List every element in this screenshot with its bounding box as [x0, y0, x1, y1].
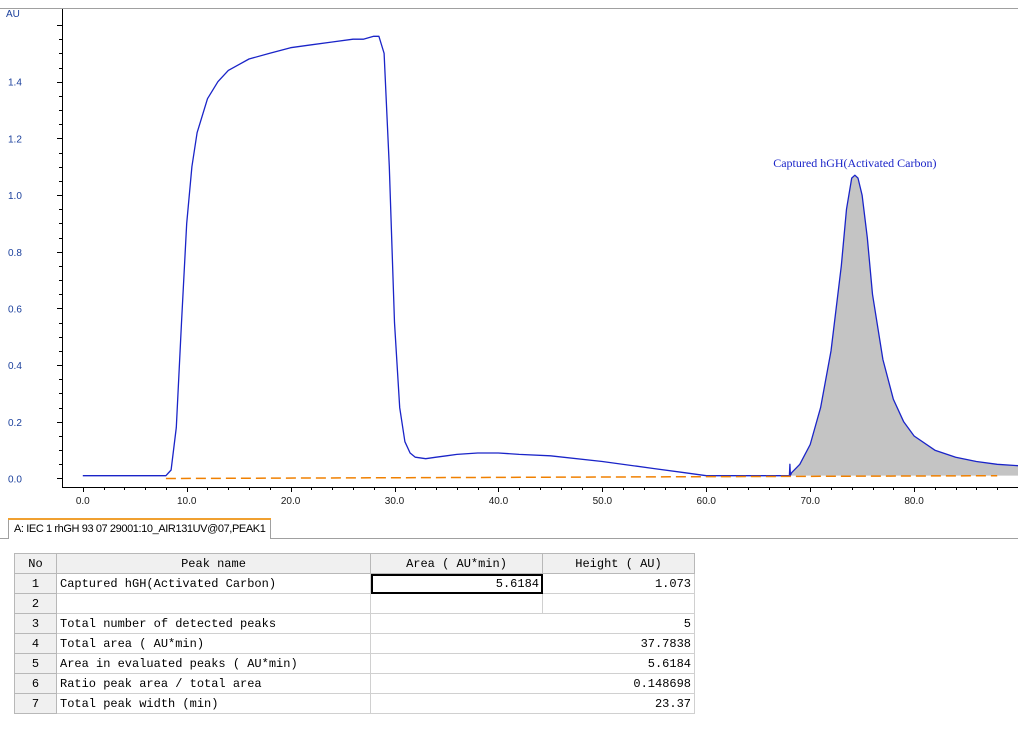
summary-value-cell[interactable]: 23.37: [370, 693, 695, 714]
y-tick-label: 0.2: [8, 418, 22, 429]
summary-label-cell[interactable]: Ratio peak area / total area: [56, 673, 371, 694]
x-tick-label: 10.0: [177, 496, 197, 507]
summary-value-cell[interactable]: 5: [370, 613, 695, 634]
table-row[interactable]: 5 Area in evaluated peaks ( AU*min) 5.61…: [14, 653, 695, 674]
peak-annotation-label: Captured hGH(Activated Carbon): [773, 156, 936, 170]
summary-value-cell[interactable]: 0.148698: [370, 673, 695, 694]
table-row[interactable]: 1 Captured hGH(Activated Carbon) 5.6184 …: [14, 573, 695, 594]
chromatogram-chart[interactable]: 0.0 0.2 0.4 0.6 0.8 1.0 1.2 1.4 0.0 10.0 20.0 30.0 4…: [0, 0, 1018, 512]
y-tick-label: 1.0: [8, 191, 22, 202]
row-number: 5: [14, 653, 57, 674]
x-tick-label: 30.0: [385, 496, 405, 507]
summary-label-cell[interactable]: Area in evaluated peaks ( AU*min): [56, 653, 371, 674]
summary-value-cell[interactable]: 5.6184: [370, 653, 695, 674]
peak-name-cell[interactable]: [56, 593, 371, 614]
summary-value-cell[interactable]: 37.7838: [370, 633, 695, 654]
row-number: 2: [14, 593, 57, 614]
tab-label: A: IEC 1 rhGH 93 07 29001:10_AIR131UV@07…: [14, 523, 266, 535]
row-number: 7: [14, 693, 57, 714]
table-row[interactable]: 6 Ratio peak area / total area 0.148698: [14, 673, 695, 694]
table-header-row: No Peak name Area ( AU*min) Height ( AU): [14, 553, 695, 574]
area-cell[interactable]: 5.6184: [370, 573, 543, 594]
x-tick-label: 80.0: [904, 496, 924, 507]
tab-strip: A: IEC 1 rhGH 93 07 29001:10_AIR131UV@07…: [0, 517, 1018, 539]
x-tick-label: 70.0: [800, 496, 820, 507]
row-number: 1: [14, 573, 57, 594]
y-tick-label: 0.6: [8, 304, 22, 315]
summary-label-cell[interactable]: Total area ( AU*min): [56, 633, 371, 654]
y-tick-label: 1.2: [8, 134, 22, 145]
height-cell[interactable]: 1.073: [542, 573, 695, 594]
header-no: No: [14, 553, 57, 574]
row-number: 3: [14, 613, 57, 634]
y-tick-label: 0.8: [8, 248, 22, 259]
table-row[interactable]: 3 Total number of detected peaks 5: [14, 613, 695, 634]
peak-fill-area: [791, 175, 1018, 476]
x-tick-label: 20.0: [281, 496, 301, 507]
header-peak-name: Peak name: [56, 553, 371, 574]
row-number: 4: [14, 633, 57, 654]
peak-results-table: No Peak name Area ( AU*min) Height ( AU)…: [14, 553, 695, 714]
table-row[interactable]: 7 Total peak width (min) 23.37: [14, 693, 695, 714]
summary-label-cell[interactable]: Total number of detected peaks: [56, 613, 371, 634]
table-row[interactable]: 4 Total area ( AU*min) 37.7838: [14, 633, 695, 654]
row-number: 6: [14, 673, 57, 694]
y-tick-label: 1.4: [8, 78, 22, 89]
x-tick-label: 0.0: [76, 496, 90, 507]
y-axis-label: AU: [6, 9, 20, 20]
y-tick-label: 0.0: [8, 474, 22, 485]
y-tick-label: 0.4: [8, 361, 22, 372]
x-tick-label: 40.0: [489, 496, 509, 507]
header-area: Area ( AU*min): [370, 553, 543, 574]
height-cell[interactable]: [542, 593, 695, 614]
tab-accent: [8, 518, 272, 520]
peak-name-cell[interactable]: Captured hGH(Activated Carbon): [56, 573, 371, 594]
chromatogram-series-line: [82, 35, 1018, 477]
header-height: Height ( AU): [542, 553, 695, 574]
chromatogram-svg: 0.0 0.2 0.4 0.6 0.8 1.0 1.2 1.4 0.0 10.0 20.0 30.0 4…: [0, 8, 1018, 507]
x-tick-label: 60.0: [697, 496, 717, 507]
tab-peak-table[interactable]: A: IEC 1 rhGH 93 07 29001:10_AIR131UV@07…: [8, 518, 272, 539]
table-row[interactable]: 2: [14, 593, 695, 614]
summary-label-cell[interactable]: Total peak width (min): [56, 693, 371, 714]
tab-underline: [0, 538, 1018, 539]
baseline-series-line: [165, 474, 998, 480]
x-tick-label: 50.0: [593, 496, 613, 507]
area-cell[interactable]: [370, 593, 543, 614]
